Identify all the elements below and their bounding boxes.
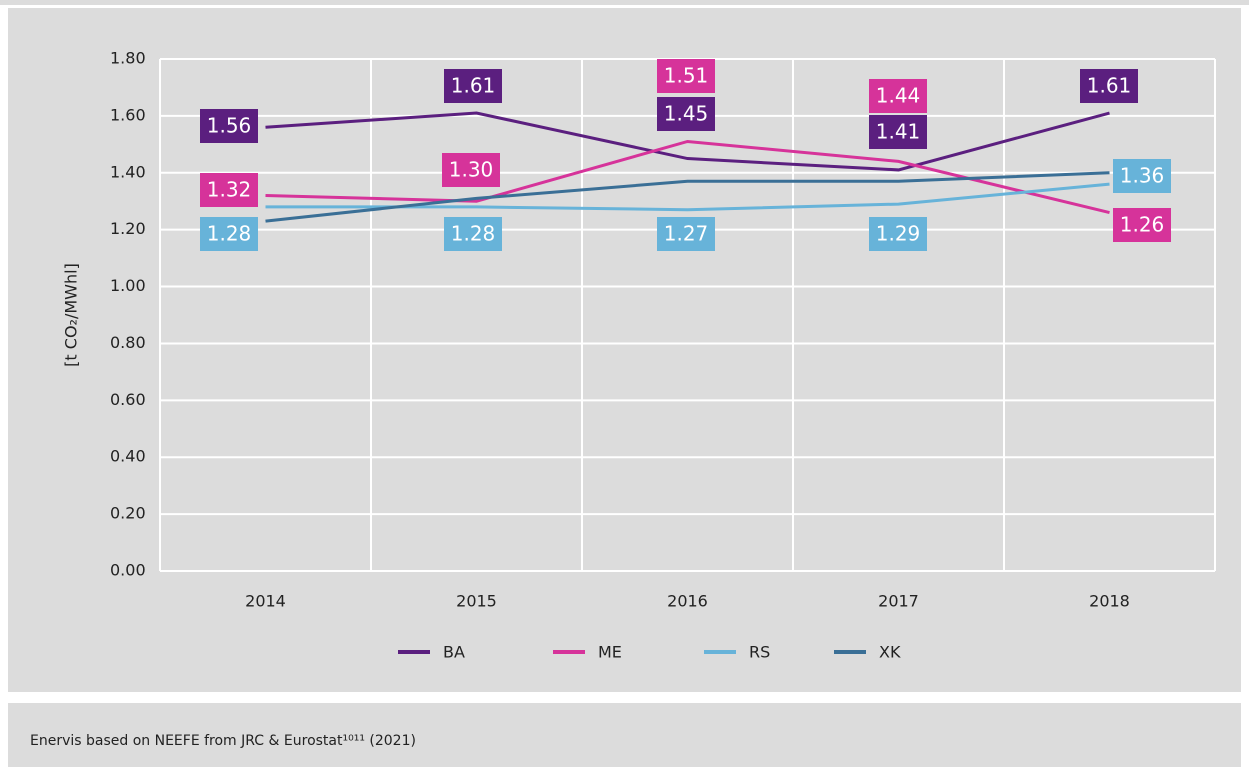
x-tick-label: 2018 (1089, 592, 1130, 611)
value-label: 1.56 (207, 114, 252, 138)
value-label: 1.26 (1120, 213, 1165, 237)
y-tick-label: 1.00 (110, 276, 146, 295)
source: Enervis based on NEEFE from JRC & Eurost… (30, 733, 416, 749)
y-tick-label: 1.40 (110, 162, 146, 181)
value-label-box (442, 153, 500, 187)
x-tick-label: 2017 (878, 592, 919, 611)
source-panel (8, 703, 1241, 767)
legend-label: XK (879, 643, 901, 662)
x-tick-label: 2014 (245, 592, 286, 611)
value-label: 1.45 (664, 102, 709, 126)
value-label: 1.36 (1120, 164, 1165, 188)
value-label-box (200, 173, 258, 207)
chart-panel (8, 8, 1241, 692)
value-label-box (869, 115, 927, 149)
value-label-box (1113, 208, 1171, 242)
legend-label: ME (598, 643, 622, 662)
y-tick-label: 1.20 (110, 219, 146, 238)
value-label: 1.61 (451, 74, 496, 98)
value-label: 1.41 (876, 120, 921, 144)
value-label: 1.27 (664, 222, 709, 246)
value-label: 1.28 (451, 222, 496, 246)
y-tick-label: 0.00 (110, 561, 146, 580)
value-label: 1.30 (449, 158, 494, 182)
legend-label: RS (749, 643, 770, 662)
top-band (0, 0, 1249, 5)
value-label-box (444, 69, 502, 103)
value-label-box (1113, 159, 1171, 193)
value-label: 1.44 (876, 84, 921, 108)
value-label-box (1080, 69, 1138, 103)
legend-label: BA (443, 643, 465, 662)
value-label-box (200, 109, 258, 143)
y-tick-label: 1.60 (110, 105, 146, 124)
value-label: 1.29 (876, 222, 921, 246)
value-label-box (657, 217, 715, 251)
value-label-box (200, 217, 258, 251)
value-label-box (444, 217, 502, 251)
x-tick-label: 2015 (456, 592, 497, 611)
series-line (265, 111, 1110, 172)
y-tick-label: 0.20 (110, 504, 146, 523)
value-label: 1.28 (207, 222, 252, 246)
series-line (265, 171, 1110, 223)
y-tick-label: 0.40 (110, 447, 146, 466)
y-tick-label: 1.80 (110, 49, 146, 68)
y-tick-label: 0.80 (110, 333, 146, 352)
y-axis-label: [t CO₂/MWhl] (62, 263, 81, 367)
value-label-box (869, 79, 927, 113)
value-label-box (657, 97, 715, 131)
x-tick-label: 2016 (667, 592, 708, 611)
value-label: 1.61 (1087, 74, 1132, 98)
value-label-box (657, 59, 715, 93)
y-tick-label: 0.60 (110, 390, 146, 409)
value-label: 1.32 (207, 178, 252, 202)
value-label-box (869, 217, 927, 251)
value-label: 1.51 (664, 64, 709, 88)
